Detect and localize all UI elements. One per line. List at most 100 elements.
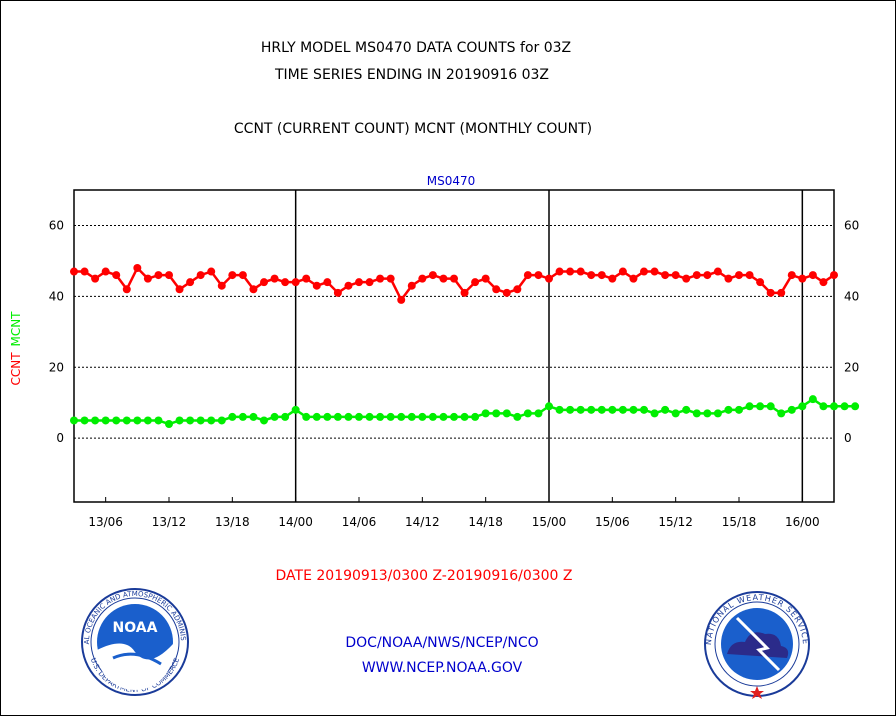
point-ccnt-52 (618, 267, 627, 276)
point-mcnt-13 (207, 416, 216, 425)
point-ccnt-57 (671, 271, 680, 280)
y-tick-right-40: 40 (844, 289, 859, 303)
point-mcnt-50 (597, 405, 606, 414)
point-mcnt-33 (418, 412, 427, 421)
y-tick-right-0: 0 (844, 431, 852, 445)
point-ccnt-15 (228, 271, 237, 280)
x-tick-label-14/12: 14/12 (405, 515, 440, 529)
point-ccnt-66 (766, 288, 775, 297)
point-mcnt-15 (228, 412, 237, 421)
chart-title: MS0470 (427, 174, 476, 188)
point-mcnt-24 (323, 412, 332, 421)
point-ccnt-51 (608, 274, 617, 283)
point-mcnt-16 (238, 412, 247, 421)
y-tick-left-20: 20 (49, 360, 64, 374)
point-mcnt-7 (143, 416, 152, 425)
plot-area: 0 20 40 60 0 20 40 60 13/06 13/12 13/18 14/00 14/0… (49, 189, 860, 529)
x-tick-label-13/12: 13/12 (152, 515, 187, 529)
noaa-logo-text: NOAA (113, 620, 158, 636)
point-ccnt-47 (566, 267, 575, 276)
y-tick-left-40: 40 (49, 289, 64, 303)
plot-border (73, 189, 835, 503)
point-mcnt-22 (302, 412, 311, 421)
point-mcnt-8 (154, 416, 163, 425)
point-mcnt-2 (91, 416, 100, 425)
point-mcnt-74 (851, 402, 860, 411)
point-ccnt-27 (355, 278, 363, 287)
point-mcnt-41 (502, 409, 511, 418)
point-ccnt-67 (777, 288, 786, 297)
point-ccnt-9 (165, 271, 173, 280)
point-ccnt-12 (196, 271, 205, 280)
day-boundary-lines (294, 190, 804, 502)
point-mcnt-3 (101, 416, 110, 425)
point-mcnt-12 (196, 416, 205, 425)
point-ccnt-25 (333, 288, 342, 297)
y-tick-right-60: 60 (844, 218, 859, 232)
point-ccnt-7 (143, 274, 152, 283)
point-ccnt-63 (735, 271, 743, 280)
header-line-2: TIME SERIES ENDING IN 20190916 03Z (274, 67, 549, 83)
point-ccnt-36 (450, 274, 458, 283)
header-line-1: HRLY MODEL MS0470 DATA COUNTS for 03Z (261, 40, 571, 56)
point-mcnt-51 (608, 405, 617, 414)
point-ccnt-34 (428, 271, 437, 280)
series-ccnt (70, 264, 838, 304)
point-mcnt-62 (724, 405, 733, 414)
point-mcnt-35 (439, 412, 448, 421)
y-axis-label-mcnt: MCNT (9, 311, 23, 347)
point-ccnt-68 (787, 271, 796, 280)
point-ccnt-32 (407, 281, 416, 290)
point-ccnt-20 (281, 278, 290, 287)
point-mcnt-21 (291, 405, 300, 414)
header-line-3: CCNT (CURRENT COUNT) MCNT (MONTHLY COUNT… (234, 121, 592, 137)
point-mcnt-68 (787, 405, 796, 414)
org-label[interactable]: DOC/NOAA/NWS/NCEP/NCO (345, 635, 538, 651)
point-ccnt-38 (471, 278, 480, 287)
point-ccnt-39 (481, 274, 490, 283)
point-mcnt-61 (713, 409, 722, 418)
x-tick-label-15/18: 15/18 (722, 515, 757, 529)
point-mcnt-28 (365, 412, 374, 421)
point-ccnt-33 (418, 274, 427, 283)
point-mcnt-39 (481, 409, 490, 418)
x-tick-label-14/06: 14/06 (342, 515, 377, 529)
point-ccnt-45 (545, 274, 553, 283)
y-tick-left-0: 0 (56, 431, 64, 445)
point-mcnt-65 (756, 402, 765, 411)
noaa-logo: NATIONAL OCEANIC AND ATMOSPHERIC ADMINIS… (81, 588, 189, 696)
point-mcnt-53 (629, 405, 638, 414)
point-mcnt-5 (122, 416, 131, 425)
point-mcnt-73 (840, 402, 849, 411)
point-ccnt-18 (260, 278, 268, 287)
point-mcnt-72 (830, 402, 838, 411)
point-ccnt-40 (492, 285, 501, 294)
point-ccnt-37 (460, 288, 469, 297)
nws-star-icon (750, 686, 764, 699)
point-mcnt-60 (703, 409, 712, 418)
x-tick-label-15/06: 15/06 (595, 515, 630, 529)
point-mcnt-23 (312, 412, 321, 421)
point-ccnt-44 (534, 271, 543, 280)
point-ccnt-13 (207, 267, 216, 276)
url-link[interactable]: WWW.NCEP.NOAA.GOV (362, 660, 523, 676)
point-mcnt-70 (808, 395, 817, 404)
point-mcnt-6 (133, 416, 142, 425)
point-ccnt-24 (323, 278, 332, 287)
point-mcnt-20 (281, 412, 290, 421)
x-tick-label-16/00: 16/00 (785, 515, 820, 529)
point-mcnt-29 (376, 412, 385, 421)
point-ccnt-42 (513, 285, 522, 294)
point-mcnt-57 (671, 409, 680, 418)
x-tick-label-15/00: 15/00 (532, 515, 567, 529)
date-range-label: DATE 20190913/0300 Z-20190916/0300 Z (276, 568, 573, 584)
point-ccnt-53 (629, 274, 638, 283)
x-tick-label-15/12: 15/12 (658, 515, 693, 529)
point-ccnt-49 (587, 271, 596, 280)
point-ccnt-26 (344, 281, 353, 290)
point-mcnt-54 (640, 405, 648, 414)
point-mcnt-4 (112, 416, 121, 425)
point-ccnt-62 (724, 274, 733, 283)
